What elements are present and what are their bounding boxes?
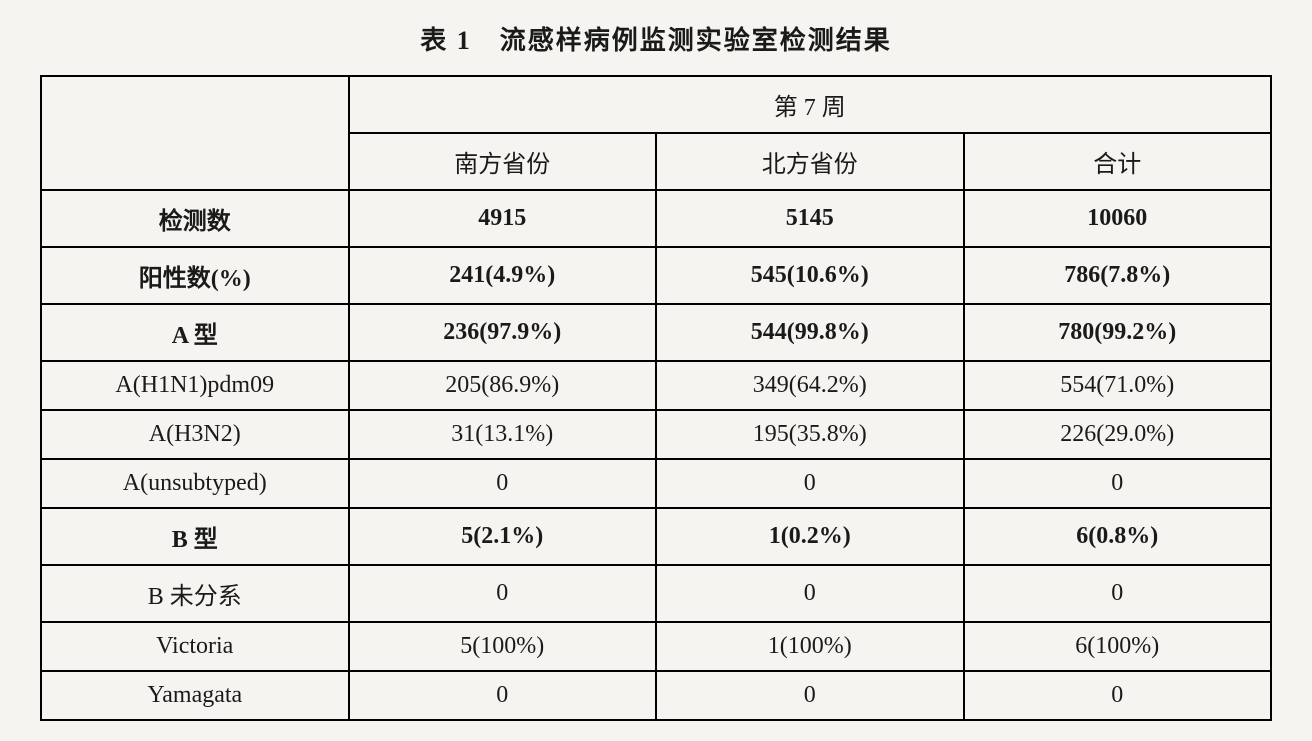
row-label: Yamagata: [41, 671, 349, 720]
cell-value: 545(10.6%): [656, 247, 964, 304]
table-row: A(unsubtyped) 0 0 0: [41, 459, 1271, 508]
row-label: Victoria: [41, 622, 349, 671]
cell-value: 195(35.8%): [656, 410, 964, 459]
table-row: 阳性数(%) 241(4.9%) 545(10.6%) 786(7.8%): [41, 247, 1271, 304]
row-label: A(unsubtyped): [41, 459, 349, 508]
row-label: 检测数: [41, 190, 349, 247]
row-label: A 型: [41, 304, 349, 361]
table-row: Victoria 5(100%) 1(100%) 6(100%): [41, 622, 1271, 671]
cell-value: 5145: [656, 190, 964, 247]
cell-value: 1(100%): [656, 622, 964, 671]
table-row: 检测数 4915 5145 10060: [41, 190, 1271, 247]
header-south: 南方省份: [349, 133, 657, 190]
header-empty: [41, 76, 349, 190]
header-week: 第 7 周: [349, 76, 1272, 133]
cell-value: 0: [964, 565, 1272, 622]
table-title: 表 1 流感样病例监测实验室检测结果: [40, 20, 1272, 57]
data-table: 第 7 周 南方省份 北方省份 合计 检测数 4915 5145 10060 阳…: [40, 75, 1272, 721]
cell-value: 10060: [964, 190, 1272, 247]
header-north: 北方省份: [656, 133, 964, 190]
table-row: B 型 5(2.1%) 1(0.2%) 6(0.8%): [41, 508, 1271, 565]
header-total: 合计: [964, 133, 1272, 190]
cell-value: 6(100%): [964, 622, 1272, 671]
cell-value: 5(100%): [349, 622, 657, 671]
row-label: 阳性数(%): [41, 247, 349, 304]
cell-value: 1(0.2%): [656, 508, 964, 565]
cell-value: 241(4.9%): [349, 247, 657, 304]
table-row: Yamagata 0 0 0: [41, 671, 1271, 720]
cell-value: 6(0.8%): [964, 508, 1272, 565]
cell-value: 544(99.8%): [656, 304, 964, 361]
row-label: A(H3N2): [41, 410, 349, 459]
table-row: B 未分系 0 0 0: [41, 565, 1271, 622]
cell-value: 0: [656, 671, 964, 720]
table-row: A 型 236(97.9%) 544(99.8%) 780(99.2%): [41, 304, 1271, 361]
cell-value: 349(64.2%): [656, 361, 964, 410]
cell-value: 0: [349, 565, 657, 622]
cell-value: 205(86.9%): [349, 361, 657, 410]
cell-value: 0: [964, 671, 1272, 720]
row-label: B 型: [41, 508, 349, 565]
table-body: 检测数 4915 5145 10060 阳性数(%) 241(4.9%) 545…: [41, 190, 1271, 720]
table-row: A(H1N1)pdm09 205(86.9%) 349(64.2%) 554(7…: [41, 361, 1271, 410]
cell-value: 554(71.0%): [964, 361, 1272, 410]
cell-value: 0: [349, 671, 657, 720]
cell-value: 5(2.1%): [349, 508, 657, 565]
cell-value: 226(29.0%): [964, 410, 1272, 459]
row-label: A(H1N1)pdm09: [41, 361, 349, 410]
row-label: B 未分系: [41, 565, 349, 622]
cell-value: 786(7.8%): [964, 247, 1272, 304]
cell-value: 31(13.1%): [349, 410, 657, 459]
cell-value: 780(99.2%): [964, 304, 1272, 361]
cell-value: 0: [349, 459, 657, 508]
cell-value: 236(97.9%): [349, 304, 657, 361]
cell-value: 0: [656, 459, 964, 508]
table-row: A(H3N2) 31(13.1%) 195(35.8%) 226(29.0%): [41, 410, 1271, 459]
cell-value: 0: [656, 565, 964, 622]
cell-value: 0: [964, 459, 1272, 508]
cell-value: 4915: [349, 190, 657, 247]
